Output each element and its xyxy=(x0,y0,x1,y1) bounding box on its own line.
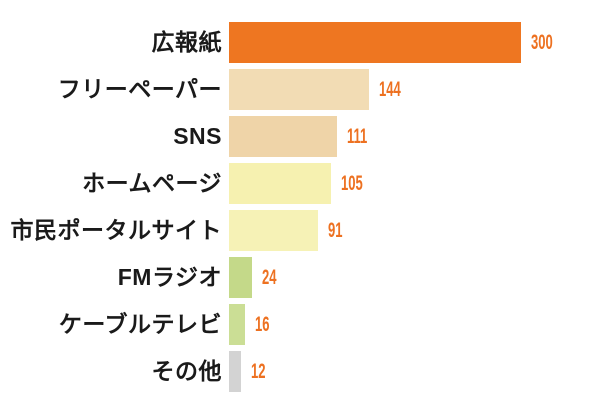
bar xyxy=(229,351,241,392)
value-label: 105 xyxy=(341,172,363,195)
category-label: ホームページ xyxy=(82,170,222,196)
category-label: FMラジオ xyxy=(117,264,222,290)
chart-row: その他 12 xyxy=(0,351,600,392)
bar xyxy=(229,257,253,298)
value-label: 24 xyxy=(262,266,277,289)
category-label: フリーペーパー xyxy=(57,76,222,102)
chart-row: ケーブルテレビ 16 xyxy=(0,304,600,345)
bar xyxy=(229,163,332,204)
value-label: 91 xyxy=(327,219,343,242)
chart-row: SNS 111 xyxy=(0,116,600,157)
bar xyxy=(229,22,521,63)
category-label: 市民ポータルサイト xyxy=(10,217,222,243)
category-label: SNS xyxy=(173,123,222,149)
value-label: 12 xyxy=(250,360,266,383)
category-label: 広報紙 xyxy=(151,29,222,55)
value-label: 16 xyxy=(254,313,270,336)
bar xyxy=(229,69,370,110)
chart-row: フリーペーパー 144 xyxy=(0,69,600,110)
value-label: 300 xyxy=(531,31,553,54)
chart-row: ホームページ 105 xyxy=(0,163,600,204)
category-label: ケーブルテレビ xyxy=(58,311,222,337)
chart-row: 広報紙 300 xyxy=(0,22,600,63)
bar xyxy=(229,116,338,157)
chart-row: FMラジオ 24 xyxy=(0,257,600,298)
bar xyxy=(229,304,245,345)
category-label: その他 xyxy=(151,358,222,384)
value-label: 144 xyxy=(379,78,401,101)
value-label: 111 xyxy=(347,125,368,148)
chart-row: 市民ポータルサイト 91 xyxy=(0,210,600,251)
bar xyxy=(229,210,318,251)
bar-chart-rows: 広報紙 300 フリーペーパー 144 SNS 111 ホームページ 105 市民ポータルサイト… xyxy=(0,22,600,392)
